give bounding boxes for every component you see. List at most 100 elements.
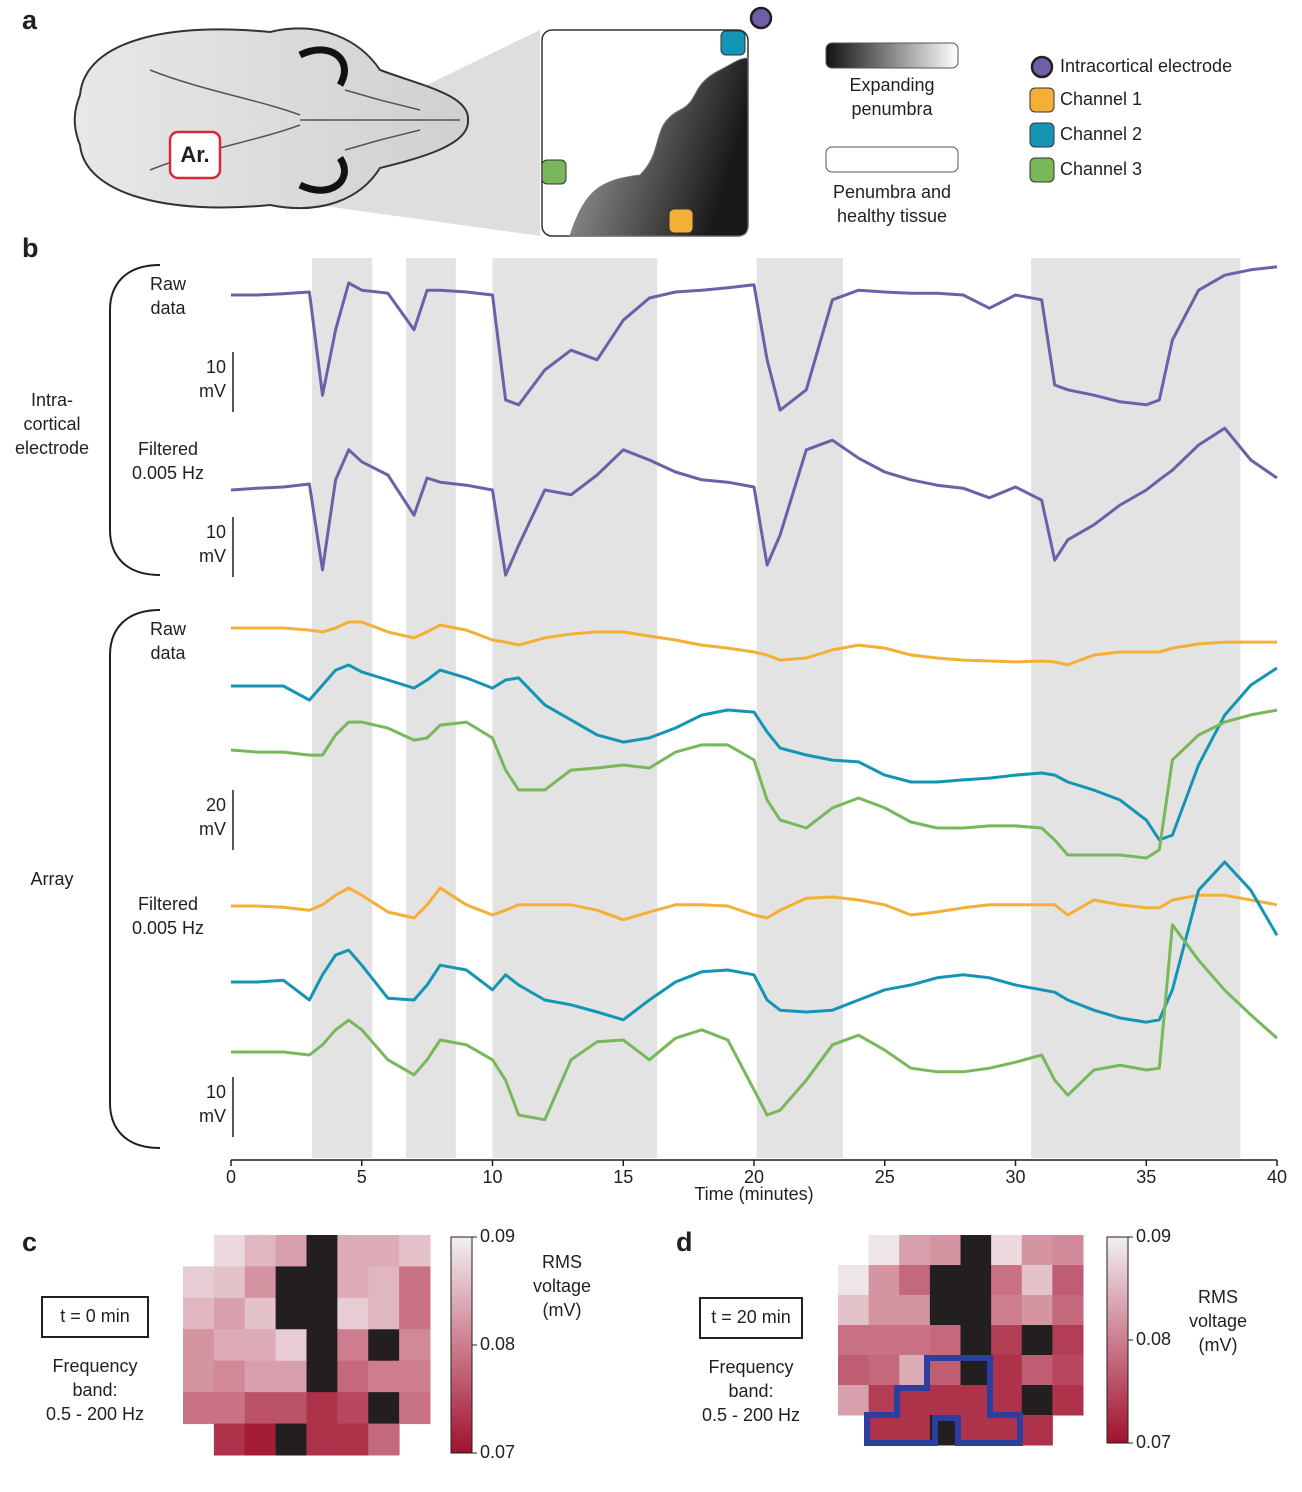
heatmap-cell bbox=[991, 1265, 1022, 1296]
channel-marker bbox=[542, 160, 566, 184]
row-label: Filtered bbox=[138, 439, 198, 459]
heatmap-cell bbox=[1052, 1355, 1083, 1386]
heatmap-cell bbox=[899, 1265, 930, 1296]
heatmap-cell bbox=[1052, 1385, 1083, 1416]
heatmap-cell bbox=[930, 1385, 961, 1416]
masked-cell bbox=[307, 1361, 338, 1393]
legend-marker bbox=[1032, 57, 1052, 77]
heatmap-cell bbox=[991, 1325, 1022, 1356]
colorbar-title: voltage bbox=[1189, 1311, 1247, 1331]
region-label: Ar. bbox=[180, 142, 209, 167]
scale-bar-value: 10 bbox=[206, 357, 226, 377]
legend-marker bbox=[1030, 88, 1054, 112]
shaded-interval bbox=[1031, 258, 1240, 1158]
heatmap-cell bbox=[1052, 1295, 1083, 1326]
heatmap-cell bbox=[307, 1392, 338, 1424]
colorbar-tick-label: 0.07 bbox=[480, 1442, 515, 1462]
row-label: 0.005 Hz bbox=[132, 463, 204, 483]
row-label: data bbox=[150, 298, 186, 318]
scale-bar-unit: mV bbox=[199, 381, 226, 401]
heatmap-cell bbox=[961, 1385, 992, 1416]
heatmap-cell bbox=[368, 1266, 399, 1298]
masked-cell bbox=[276, 1298, 307, 1330]
heatmap-cell bbox=[869, 1355, 900, 1386]
heatmap-cell bbox=[838, 1325, 869, 1356]
heatmap-cell bbox=[183, 1298, 214, 1330]
heatmap-cell bbox=[368, 1235, 399, 1267]
x-tick-label: 25 bbox=[875, 1167, 895, 1187]
legend-label: Channel 1 bbox=[1060, 89, 1142, 109]
figure: a b c d Ar. Expanding penumbra Penumbra … bbox=[0, 0, 1302, 1487]
heatmap-cell bbox=[991, 1355, 1022, 1386]
shaded-interval bbox=[493, 258, 658, 1158]
x-tick-label: 10 bbox=[482, 1167, 502, 1187]
x-tick-label: 0 bbox=[226, 1167, 236, 1187]
heatmap-cell bbox=[337, 1361, 368, 1393]
heatmap-cell bbox=[991, 1385, 1022, 1416]
heatmap-cell bbox=[214, 1298, 245, 1330]
masked-cell bbox=[276, 1266, 307, 1298]
channel-marker bbox=[669, 209, 693, 233]
heatmap-cell bbox=[337, 1329, 368, 1361]
x-axis-title: Time (minutes) bbox=[694, 1184, 813, 1204]
heatmap-cell bbox=[1022, 1355, 1053, 1386]
heatmap-cell bbox=[1052, 1235, 1083, 1266]
legend-label: Channel 3 bbox=[1060, 159, 1142, 179]
frequency-note: Frequency bbox=[52, 1356, 137, 1376]
panel-label: c bbox=[22, 1227, 37, 1257]
masked-cell bbox=[1022, 1385, 1053, 1416]
masked-cell bbox=[307, 1329, 338, 1361]
heatmap-cell bbox=[214, 1424, 245, 1456]
heatmap-cell bbox=[838, 1385, 869, 1416]
row-label: Raw bbox=[150, 619, 187, 639]
page: a b c d Ar. Expanding penumbra Penumbra … bbox=[0, 0, 1302, 1487]
row-label: 0.005 Hz bbox=[132, 918, 204, 938]
heatmap-cell bbox=[368, 1361, 399, 1393]
inset bbox=[542, 30, 748, 236]
x-tick-label: 30 bbox=[1005, 1167, 1025, 1187]
colorbar-title: voltage bbox=[533, 1276, 591, 1296]
heatmap-cell bbox=[245, 1424, 276, 1456]
masked-cell bbox=[276, 1424, 307, 1456]
heatmap-cell bbox=[214, 1266, 245, 1298]
frequency-note: 0.5 - 200 Hz bbox=[702, 1405, 800, 1425]
masked-cell bbox=[961, 1295, 992, 1326]
panel-label: d bbox=[676, 1227, 693, 1257]
row-label: data bbox=[150, 643, 186, 663]
legend-text: Penumbra and bbox=[833, 182, 951, 202]
electrode-marker bbox=[751, 8, 771, 28]
heatmap-cell bbox=[276, 1329, 307, 1361]
heatmap-cell bbox=[930, 1325, 961, 1356]
heatmap-cell bbox=[214, 1329, 245, 1361]
heatmap-cell bbox=[1022, 1295, 1053, 1326]
heatmap-cell bbox=[183, 1361, 214, 1393]
heatmap-cell bbox=[838, 1265, 869, 1296]
colorbar bbox=[451, 1237, 472, 1453]
heatmap-cell bbox=[399, 1298, 430, 1330]
colorbar-title: RMS bbox=[542, 1252, 582, 1272]
healthy-tissue-swatch bbox=[826, 147, 958, 172]
scale-bar-value: 20 bbox=[206, 795, 226, 815]
heatmap-cell bbox=[899, 1325, 930, 1356]
colorbar bbox=[1107, 1237, 1128, 1443]
colorbar-tick-label: 0.09 bbox=[1136, 1226, 1171, 1246]
colorbar-title: (mV) bbox=[543, 1300, 582, 1320]
x-tick-label: 15 bbox=[613, 1167, 633, 1187]
heatmap-cell bbox=[214, 1392, 245, 1424]
heatmap-cell bbox=[869, 1235, 900, 1266]
frequency-note: 0.5 - 200 Hz bbox=[46, 1404, 144, 1424]
colorbar-tick-label: 0.08 bbox=[480, 1334, 515, 1354]
masked-cell bbox=[961, 1265, 992, 1296]
masked-cell bbox=[961, 1325, 992, 1356]
masked-cell bbox=[1022, 1325, 1053, 1356]
group-label: cortical bbox=[23, 414, 80, 434]
heatmap-cell bbox=[991, 1295, 1022, 1326]
heatmap-cell bbox=[869, 1295, 900, 1326]
scale-bar-unit: mV bbox=[199, 546, 226, 566]
shaded-interval bbox=[406, 258, 456, 1158]
heatmap-cell bbox=[899, 1295, 930, 1326]
heatmap-cell bbox=[245, 1361, 276, 1393]
masked-cell bbox=[368, 1329, 399, 1361]
scale-bar-unit: mV bbox=[199, 1106, 226, 1126]
masked-cell bbox=[961, 1235, 992, 1266]
